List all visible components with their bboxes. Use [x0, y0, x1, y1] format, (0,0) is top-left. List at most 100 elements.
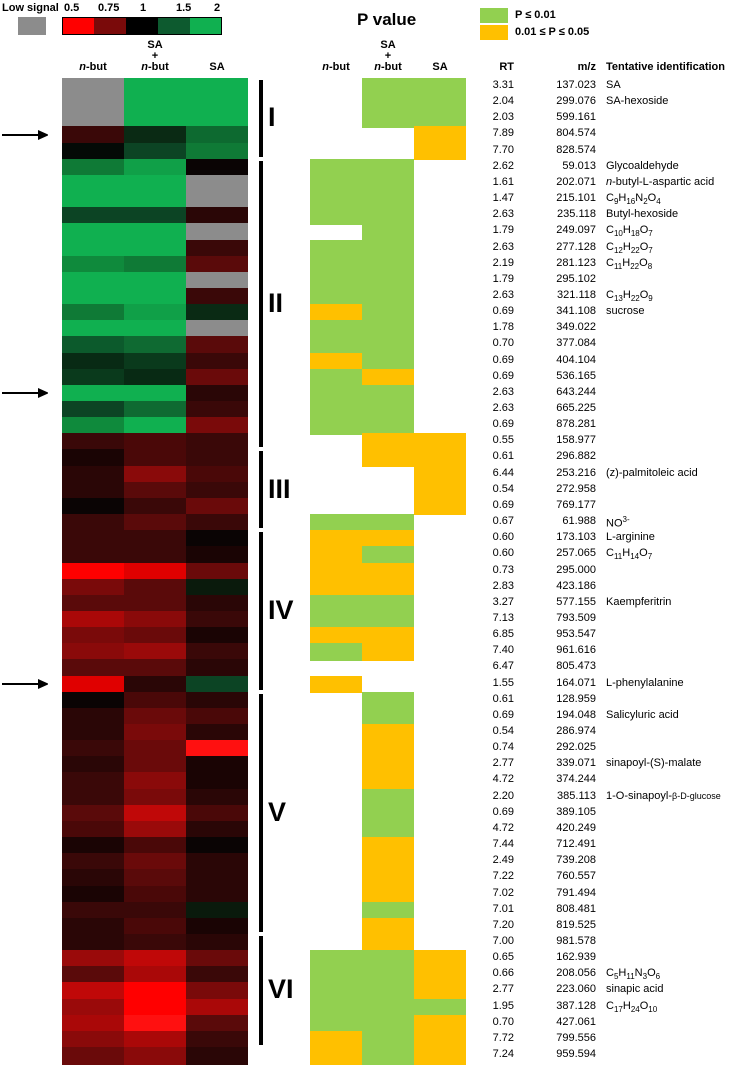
- group-label-V: V: [268, 796, 287, 827]
- heatmap-cell-r16-c2: [186, 336, 248, 354]
- heatmap-cell-r39-c1: [124, 707, 186, 726]
- rt-value: 0.73: [492, 563, 514, 576]
- heatmap-cell-r58-c1: [124, 1014, 186, 1033]
- heatmap-cell-r35-c0: [62, 643, 124, 661]
- heatmap-cell-r9-c0: [62, 223, 124, 241]
- heatmap-cell-r55-c0: [62, 966, 124, 984]
- p-cell-r34-c1: [362, 627, 414, 645]
- mz-value: 162.939: [556, 951, 596, 964]
- identification-label: sucrose: [606, 305, 645, 318]
- mz-value: 277.128: [556, 240, 596, 253]
- rt-value: 7.44: [492, 838, 514, 851]
- heatmap-cell-r17-c2: [186, 352, 248, 371]
- heatmap-cell-r40-c2: [186, 724, 248, 742]
- heatmap-cell-r26-c0: [62, 497, 124, 516]
- heatmap-cell-r12-c1: [124, 271, 186, 290]
- p-cell-r18-c0: [310, 368, 362, 387]
- mz-value: 793.509: [556, 611, 596, 624]
- heatmap-cell-r26-c2: [186, 497, 248, 516]
- p-cell-r41-c1: [362, 740, 414, 758]
- heatmap-cell-r1-c0: [62, 94, 124, 112]
- identification-label: C11H14O7: [606, 547, 653, 562]
- mz-value: 953.547: [556, 628, 596, 641]
- heatmap-cell-r23-c1: [124, 449, 186, 467]
- scale-tick-2: 1: [140, 2, 147, 14]
- heatmap-cell-r53-c0: [62, 933, 124, 952]
- p-cell-r30-c0: [310, 562, 362, 580]
- heatmap-cell-r18-c1: [124, 368, 186, 387]
- mz-value: 961.616: [556, 644, 596, 657]
- rt-value: 2.77: [492, 757, 514, 770]
- p-legend-swatch-005: [480, 25, 508, 40]
- arrow-icon: [2, 678, 48, 689]
- identification-label: SA-hexoside: [606, 95, 669, 108]
- heatmap-cell-r45-c0: [62, 804, 124, 823]
- p-cell-r29-c1: [362, 546, 414, 564]
- p-cell-r0-c2: [414, 78, 466, 96]
- p-cell-r31-c0: [310, 578, 362, 597]
- p-cell-r48-c1: [362, 853, 414, 871]
- heatmap-cell-r16-c1: [124, 336, 186, 354]
- heatmap-cell-r21-c1: [124, 417, 186, 435]
- heatmap-cell-r7-c0: [62, 191, 124, 209]
- identification-label: n-butyl-L-aspartic acid: [606, 175, 715, 188]
- heatmap-cell-r36-c2: [186, 659, 248, 677]
- heatmap-cell-r17-c0: [62, 352, 124, 371]
- heatmap-cell-r56-c0: [62, 982, 124, 1000]
- heatmap-cell-r50-c0: [62, 885, 124, 903]
- p-cell-r25-c2: [414, 481, 466, 500]
- scale-swatch-1: [94, 17, 126, 35]
- mz-value: 805.473: [556, 660, 596, 673]
- heatmap-cell-r35-c2: [186, 643, 248, 661]
- heatmap-cell-r5-c0: [62, 158, 124, 177]
- heatmap-cell-r56-c2: [186, 982, 248, 1000]
- heatmap-cell-r33-c0: [62, 610, 124, 629]
- rt-value: 0.69: [492, 353, 514, 366]
- heatmap-cell-r43-c2: [186, 772, 248, 790]
- heatmap-cell-r31-c0: [62, 578, 124, 597]
- rt-value: 2.20: [492, 789, 514, 802]
- p-cell-r42-c1: [362, 756, 414, 774]
- rt-value: 2.63: [492, 208, 514, 221]
- rt-value: 0.69: [492, 498, 514, 511]
- p-cell-r19-c0: [310, 384, 362, 403]
- heatmap-cell-r15-c1: [124, 320, 186, 338]
- rt-value: 2.83: [492, 579, 514, 592]
- heatmap-cell-r25-c0: [62, 481, 124, 500]
- heatmap-cell-r24-c2: [186, 465, 248, 484]
- heatmap-cell-r56-c1: [124, 982, 186, 1000]
- heatmap-cell-r3-c1: [124, 126, 186, 144]
- rt-value: 2.03: [492, 111, 514, 124]
- group-label-III: III: [268, 473, 291, 504]
- p-cell-r5-c1: [362, 158, 414, 177]
- rt-value: 7.00: [492, 934, 514, 947]
- group-line-V: [259, 693, 263, 932]
- rt-value: 2.62: [492, 159, 514, 172]
- heatmap-cell-r40-c0: [62, 724, 124, 742]
- mz-value: 404.104: [556, 353, 596, 366]
- p-cell-r22-c2: [414, 433, 466, 451]
- p-cell-r40-c1: [362, 724, 414, 742]
- heatmap-cell-r40-c1: [124, 724, 186, 742]
- p-cell-r16-c1: [362, 336, 414, 354]
- mz-value: 295.102: [556, 272, 596, 285]
- col-header-sa-nbut: SA + n-but: [141, 39, 169, 73]
- heatmap-cell-r6-c2: [186, 174, 248, 193]
- mz-value: 208.056: [556, 967, 596, 980]
- p-col-header-sa-nbut: SA + n-but: [374, 39, 402, 73]
- rt-value: 0.60: [492, 531, 514, 544]
- id-header: Tentative identification: [606, 61, 725, 73]
- p-cell-r59-c1: [362, 1030, 414, 1049]
- mz-value: 389.105: [556, 805, 596, 818]
- heatmap-cell-r47-c2: [186, 837, 248, 855]
- p-cell-r31-c1: [362, 578, 414, 597]
- heatmap-cell-r32-c2: [186, 594, 248, 613]
- heatmap-cell-r5-c1: [124, 158, 186, 177]
- heatmap-cell-r46-c0: [62, 820, 124, 839]
- rt-value: 7.40: [492, 644, 514, 657]
- heatmap-cell-r14-c0: [62, 304, 124, 322]
- rt-value: 7.13: [492, 611, 514, 624]
- heatmap-cell-r27-c1: [124, 514, 186, 532]
- mz-value: 643.244: [556, 385, 596, 398]
- rt-value: 7.89: [492, 127, 514, 140]
